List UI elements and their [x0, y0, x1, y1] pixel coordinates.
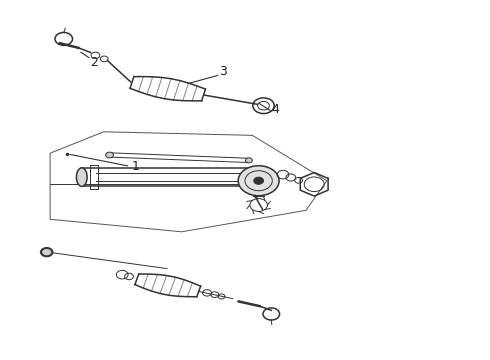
Circle shape — [254, 177, 264, 184]
Circle shape — [238, 166, 279, 196]
Text: 2: 2 — [90, 56, 98, 69]
Ellipse shape — [41, 248, 52, 256]
Circle shape — [245, 158, 252, 163]
Text: 4: 4 — [271, 103, 279, 116]
Ellipse shape — [76, 168, 87, 186]
Text: 1: 1 — [131, 160, 139, 173]
Circle shape — [106, 152, 114, 158]
Text: 3: 3 — [219, 64, 227, 77]
